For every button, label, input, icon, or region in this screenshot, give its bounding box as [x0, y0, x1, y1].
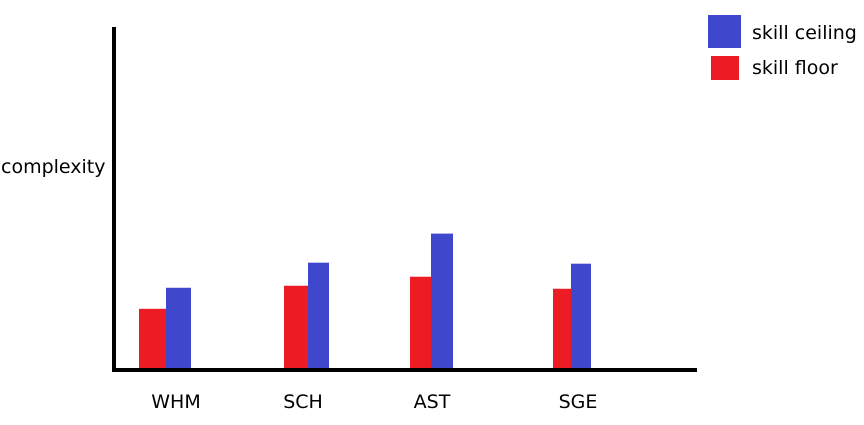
bar-skill-ceiling-whm: [166, 287, 191, 369]
x-tick-labels: WHM SCH AST SGE: [151, 391, 597, 413]
bar-skill-floor-whm: [139, 308, 166, 369]
x-tick-label-ast: AST: [414, 391, 451, 413]
bar-skill-ceiling-sch: [308, 262, 329, 369]
legend-label-skill-ceiling: skill ceiling: [752, 22, 857, 44]
legend: skill ceiling skill floor: [708, 15, 857, 80]
y-axis-label: complexity: [1, 156, 106, 178]
legend-label-skill-floor: skill floor: [752, 57, 838, 79]
x-tick-label-whm: WHM: [151, 391, 200, 413]
bar-skill-floor-sch: [284, 285, 308, 369]
bars-group: [139, 233, 591, 369]
x-tick-label-sge: SGE: [559, 391, 598, 413]
legend-swatch-skill-ceiling: [708, 15, 741, 48]
x-tick-label-sch: SCH: [283, 391, 323, 413]
bar-skill-floor-sge: [553, 288, 571, 369]
bar-skill-ceiling-sge: [571, 263, 591, 369]
legend-swatch-skill-floor: [711, 56, 739, 80]
bar-skill-floor-ast: [410, 276, 431, 369]
bar-skill-ceiling-ast: [431, 233, 453, 369]
